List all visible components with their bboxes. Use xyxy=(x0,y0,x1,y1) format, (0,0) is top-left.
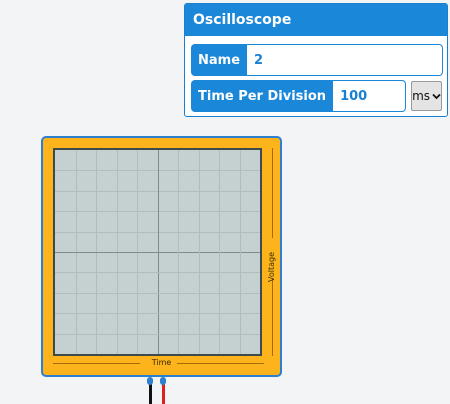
time-axis-label: Time xyxy=(151,358,172,367)
voltage-axis-line-bottom xyxy=(272,278,273,356)
time-per-division-row: Time Per Division 100 ms xyxy=(191,80,443,112)
chevron-down-icon xyxy=(432,93,441,99)
time-axis-line-left xyxy=(53,363,140,364)
grid-line-vertical xyxy=(199,150,200,354)
time-unit-select[interactable]: ms xyxy=(411,81,443,111)
name-label: Name xyxy=(191,44,248,76)
grid-line-vertical xyxy=(219,150,220,354)
grid-line-horizontal xyxy=(55,272,260,273)
grid-line-horizontal xyxy=(55,252,260,253)
oscilloscope-screen xyxy=(53,148,262,356)
grid-line-horizontal xyxy=(55,191,260,192)
properties-panel: Oscilloscope Name 2 Time Per Division 10… xyxy=(184,3,448,117)
name-input[interactable]: 2 xyxy=(247,44,444,76)
voltage-axis-label: Voltage xyxy=(267,252,276,283)
positive-terminal[interactable] xyxy=(160,377,166,385)
time-unit-value: ms xyxy=(412,89,431,103)
grid-line-horizontal xyxy=(55,313,260,314)
grid-line-horizontal xyxy=(55,170,260,171)
grid-line-vertical xyxy=(178,150,179,354)
grid-line-horizontal xyxy=(55,211,260,212)
time-axis-line-right xyxy=(177,363,264,364)
time-per-division-label: Time Per Division xyxy=(191,80,334,112)
time-per-division-input[interactable]: 100 xyxy=(333,80,407,112)
oscilloscope-device[interactable]: Time Voltage xyxy=(41,136,282,377)
negative-terminal[interactable] xyxy=(147,377,153,385)
name-row: Name 2 xyxy=(191,44,444,76)
negative-lead-wire xyxy=(149,383,152,404)
grid-line-horizontal xyxy=(55,334,260,335)
grid-line-horizontal xyxy=(55,293,260,294)
panel-title: Oscilloscope xyxy=(185,4,447,36)
grid-line-vertical xyxy=(240,150,241,354)
grid-line-horizontal xyxy=(55,232,260,233)
positive-lead-wire xyxy=(162,383,165,404)
voltage-axis-line-top xyxy=(272,148,273,238)
